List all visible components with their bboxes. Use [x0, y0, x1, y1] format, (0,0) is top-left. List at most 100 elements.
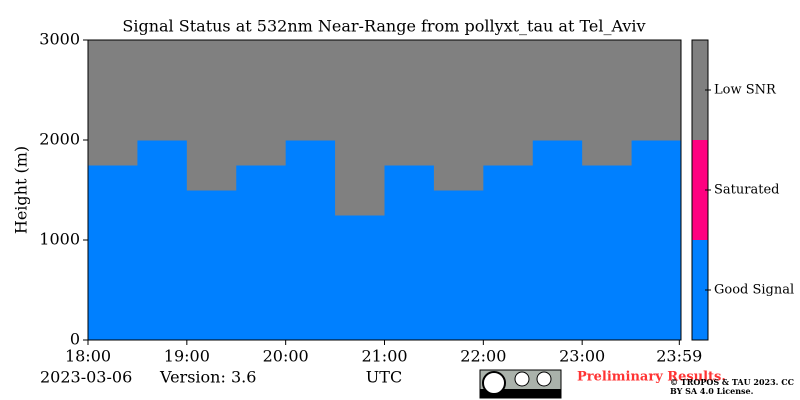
heatmap-cell [433, 165, 484, 191]
heatmap-cell [186, 90, 237, 116]
heatmap-cell [433, 240, 484, 266]
heatmap-cell [582, 315, 633, 341]
heatmap-cell [285, 315, 336, 341]
heatmap-cell [384, 140, 435, 166]
heatmap-cell [236, 240, 287, 266]
heatmap-cell [335, 215, 385, 241]
heatmap-cell [236, 290, 287, 316]
heatmap-cell [88, 90, 138, 116]
heatmap-cell [433, 290, 484, 316]
y-tick-label: 3000 [39, 30, 80, 49]
heatmap-cell [483, 165, 534, 191]
heatmap-cell [236, 90, 287, 116]
heatmap-cell [186, 215, 237, 241]
heatmap-cell [532, 190, 583, 216]
version-label: Version: 3.6 [159, 368, 256, 387]
heatmap-cell [285, 290, 336, 316]
heatmap-cell [582, 240, 633, 266]
heatmap-cell [582, 140, 633, 166]
heatmap-cell [335, 290, 385, 316]
heatmap-cell [631, 240, 682, 266]
license-box: © TROPOS & TAU 2023. CC BY SA 4.0 Licens… [670, 378, 794, 396]
heatmap-cell [335, 115, 385, 141]
heatmap-cell [483, 115, 534, 141]
heatmap-cell [433, 315, 484, 341]
heatmap-cell [384, 240, 435, 266]
heatmap-cell [631, 215, 682, 241]
heatmap-cell [236, 190, 287, 216]
heatmap-cell [532, 165, 583, 191]
heatmap-cell [335, 265, 385, 291]
heatmap-cell [631, 315, 682, 341]
heatmap-cell [186, 240, 237, 266]
chart-title: Signal Status at 532nm Near-Range from p… [122, 17, 645, 36]
heatmap-cell [186, 290, 237, 316]
heatmap-cell [285, 265, 336, 291]
heatmap-cell [137, 240, 188, 266]
heatmap-cell [236, 315, 287, 341]
heatmap-cell [532, 240, 583, 266]
colorbar-label: Good Signal [714, 283, 794, 298]
heatmap-cell [384, 290, 435, 316]
heatmap-cell [631, 90, 682, 116]
heatmap-cell [186, 40, 237, 66]
preliminary-note: Preliminary Results. [577, 370, 726, 385]
heatmap-cell [285, 40, 336, 66]
heatmap-cell [335, 65, 385, 91]
y-axis-label: Height (m) [12, 146, 31, 234]
heatmap-cell [433, 190, 484, 216]
heatmap-cell [335, 90, 385, 116]
colorbar-segment [692, 240, 708, 340]
heatmap-cell [582, 190, 633, 216]
heatmap-cell [483, 290, 534, 316]
heatmap-cell [285, 165, 336, 191]
heatmap-cell [88, 265, 138, 291]
heatmap-cell [433, 65, 484, 91]
heatmap-cell [88, 190, 138, 216]
heatmap-cell [532, 115, 583, 141]
heatmap-cell [483, 265, 534, 291]
heatmap-cell [137, 65, 188, 91]
heatmap-cell [186, 115, 237, 141]
heatmap-cell [483, 240, 534, 266]
heatmap-cell [285, 115, 336, 141]
heatmap-cell [433, 140, 484, 166]
license-text: © TROPOS & TAU 2023. CC BY SA 4.0 Licens… [670, 378, 794, 396]
heatmap-cell [582, 90, 633, 116]
x-tick-label: 18:00 [65, 347, 111, 366]
heatmap-cell [88, 215, 138, 241]
heatmap-cell [384, 190, 435, 216]
heatmap-cell [384, 165, 435, 191]
date-label: 2023-03-06 [40, 368, 132, 387]
heatmap-cell [88, 240, 138, 266]
heatmap-cell [631, 40, 682, 66]
heatmap-cell [532, 65, 583, 91]
x-tick-label: 19:00 [164, 347, 210, 366]
heatmap-cell [285, 140, 336, 166]
heatmap-cell [582, 265, 633, 291]
heatmap-cell [433, 265, 484, 291]
y-tick-label: 1000 [39, 230, 80, 249]
heatmap-cell [483, 215, 534, 241]
heatmap-cell [186, 65, 237, 91]
heatmap-cell [137, 90, 188, 116]
heatmap-cell [137, 265, 188, 291]
x-tick-label: 20:00 [263, 347, 309, 366]
heatmap-cell [335, 190, 385, 216]
x-tick-label: 23:00 [559, 347, 605, 366]
heatmap-cell [285, 90, 336, 116]
heatmap-cell [631, 65, 682, 91]
heatmap-cell [137, 190, 188, 216]
cc-logo [479, 369, 562, 399]
heatmap-cell [532, 290, 583, 316]
heatmap-cell [88, 315, 138, 341]
x-tick-label: 23:59 [656, 347, 702, 366]
heatmap-cell [532, 140, 583, 166]
heatmap-cell [582, 40, 633, 66]
heatmap-cell [137, 115, 188, 141]
y-tick-label: 2000 [39, 130, 80, 149]
colorbar-frame [691, 39, 709, 341]
heatmap-cell [582, 215, 633, 241]
heatmap-cell [483, 140, 534, 166]
